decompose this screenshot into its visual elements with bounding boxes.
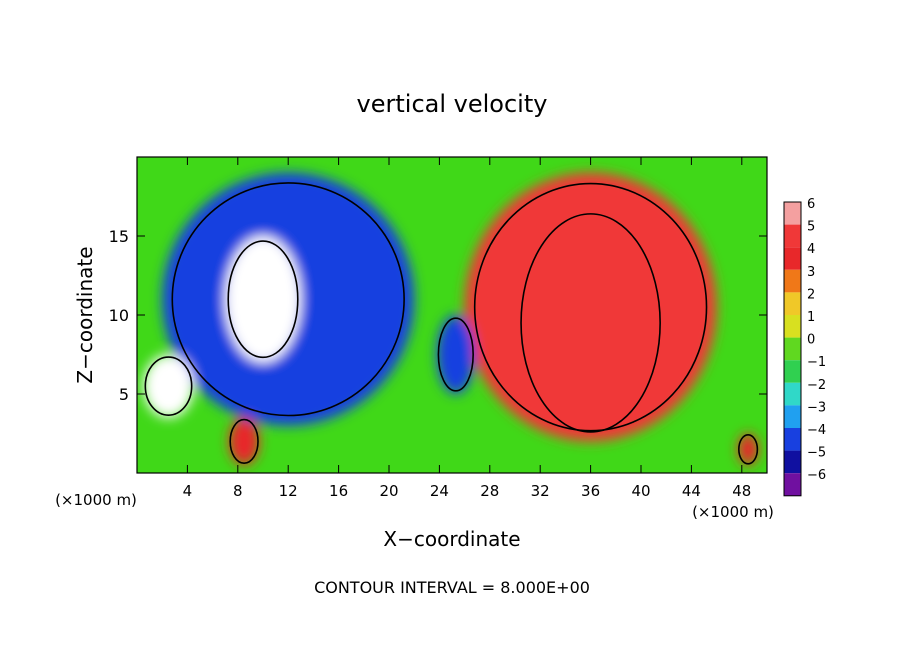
x-tick-label: 20 [379,482,398,500]
colorbar-label: −6 [807,468,826,483]
colorbar: 6 5 4 3 2 1 0 −1 −2 −3 −4 −5 −6 [783,197,826,497]
y-tick-label: 10 [109,306,129,325]
x-tick-label: 16 [329,482,348,500]
colorbar-swatch [784,292,801,315]
x-tick-label: 12 [279,482,298,500]
y-axis-ticks: 5 10 15 [109,227,767,404]
field-updraft-low-8 [228,417,260,466]
x-unit-label-right: (×1000 m) [692,503,774,521]
colorbar-label: −2 [807,378,826,393]
colorbar-label: −4 [807,423,826,438]
contour-updraft-halo [473,182,708,432]
colorbar-label: 6 [807,197,815,212]
velocity-field [143,172,759,466]
x-tick-label: 4 [183,482,193,500]
colorbar-label: 5 [807,220,815,235]
colorbar-label: −3 [807,400,826,415]
colorbar-swatch [784,247,801,270]
colorbar-swatch [784,450,801,474]
colorbar-swatch [784,405,801,428]
contour-downdraft-region [171,182,405,417]
field-downdraft-patch-25 [436,315,475,394]
colorbar-swatch [784,428,801,451]
x-tick-label: 48 [732,482,751,500]
field-downdraft-core-left [143,354,194,418]
colorbar-swatch [784,473,801,496]
colorbar-label: 0 [807,333,815,348]
y-tick-label: 5 [119,385,129,404]
x-tick-label: 24 [430,482,449,500]
colorbar-swatch [784,224,801,248]
x-tick-label: 44 [682,482,701,500]
contour-updraft-core [520,213,661,433]
chart-title: vertical velocity [357,90,548,118]
colorbar-label: 4 [807,242,815,257]
velocity-field-layer [143,172,759,466]
x-tick-label: 36 [581,482,600,500]
contour-downdraft-patch-25 [437,317,474,392]
x-tick-label: 40 [631,482,650,500]
field-updraft-halo [464,172,717,442]
colorbar-swatch [784,382,801,406]
field-downdraft-core-upper [225,236,301,363]
colorbar-swatch [784,337,801,361]
colorbar-swatch [784,202,801,225]
x-tick-label: 8 [233,482,243,500]
y-tick-label: 15 [109,227,129,246]
colorbar-label: 1 [807,310,815,325]
colorbar-label: −5 [807,446,826,461]
x-tick-label: 28 [480,482,499,500]
contour-downdraft-core-left [144,356,193,416]
contour-lines [144,182,759,465]
colorbar-label: 3 [807,265,815,280]
colorbar-swatch [784,360,801,383]
x-axis-label: X−coordinate [383,527,520,551]
y-axis-label: Z−coordinate [73,246,97,383]
contour-interval-note: CONTOUR INTERVAL = 8.000E+00 [314,578,590,597]
contour-downdraft-core-upper [227,240,299,359]
x-tick-label: 32 [531,482,550,500]
x-unit-label-left: (×1000 m) [55,491,137,509]
colorbar-swatch [784,315,801,338]
colorbar-label: −1 [807,355,826,370]
colorbar-swatch [784,269,801,293]
field-updraft-low-48 [738,433,759,466]
colorbar-label: 2 [807,287,815,302]
colorbar-frame [783,201,802,497]
x-axis-ticks: 4 8 12 16 20 24 28 32 36 40 44 48 [183,157,751,500]
contour-updraft-low-48 [738,433,759,465]
contour-updraft-low-8 [229,418,259,465]
